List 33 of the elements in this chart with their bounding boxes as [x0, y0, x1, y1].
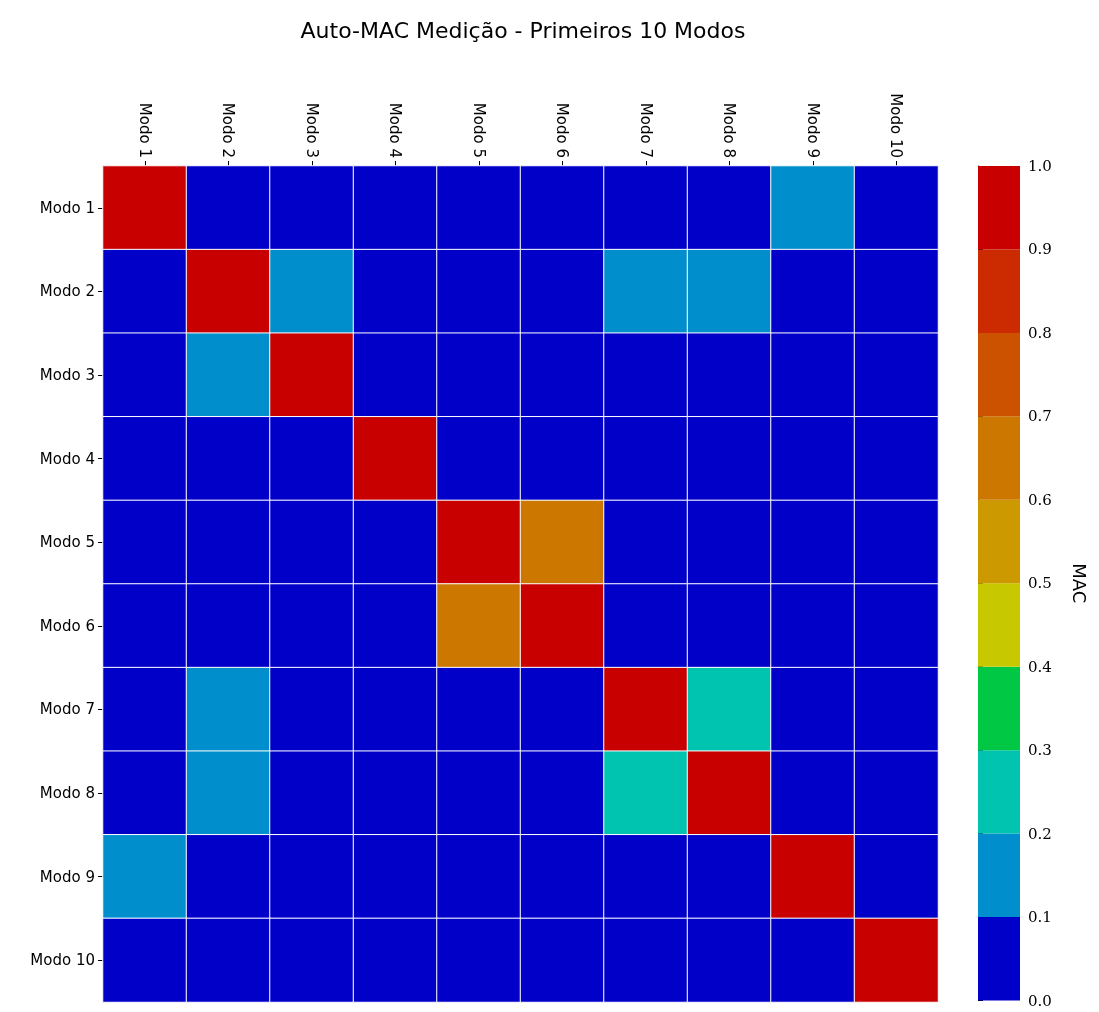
color-bar-title: MAC — [1068, 563, 1090, 604]
color-bar-label: 0.1 — [1028, 908, 1052, 927]
color-bar-label: 0.3 — [1028, 741, 1052, 760]
color-bar-label: 0.7 — [1028, 407, 1052, 426]
color-bar-label: 0.6 — [1028, 490, 1052, 509]
y-tick-label: Modo 3 — [39, 366, 95, 384]
color-bar-label: 0.9 — [1028, 240, 1052, 259]
color-bar-label: 0.5 — [1028, 574, 1052, 593]
y-tick-label: Modo 4 — [39, 449, 95, 468]
color-bar-label: 0.2 — [1028, 824, 1052, 843]
x-tick-label: Modo 8 — [720, 102, 739, 158]
y-tick-label: Modo 2 — [39, 282, 95, 301]
x-tick-label: Modo 7 — [636, 102, 655, 158]
y-tick-label: Modo 5 — [39, 533, 95, 552]
x-tick-label: Modo 3 — [302, 102, 321, 158]
x-tick-label: Modo 1 — [135, 102, 154, 158]
y-tick-label: Modo 9 — [39, 867, 95, 886]
color-bar-label: 0.8 — [1028, 323, 1052, 342]
x-tick-label: Modo 9 — [803, 102, 822, 158]
y-tick-label: Modo 1 — [39, 198, 95, 217]
color-bar-label: 0.4 — [1028, 657, 1052, 676]
x-tick-label: Modo 4 — [386, 102, 405, 158]
x-tick-label: Modo 6 — [553, 102, 572, 158]
x-tick-label: Modo 10 — [887, 93, 906, 158]
y-tick-label: Modo 6 — [39, 616, 95, 635]
y-tick-label: Modo 8 — [39, 784, 95, 802]
y-tick-label: Modo 10 — [30, 951, 95, 970]
color-bar-label: 1.0 — [1028, 157, 1052, 175]
y-tick-label: Modo 7 — [39, 700, 95, 719]
chart-title: Auto-MAC Medição - Primeiros 10 Modos — [300, 17, 746, 43]
x-tick-label: Modo 2 — [219, 102, 238, 158]
x-tick-label: Modo 5 — [469, 102, 488, 158]
color-bar-label: 0.0 — [1028, 991, 1052, 1010]
